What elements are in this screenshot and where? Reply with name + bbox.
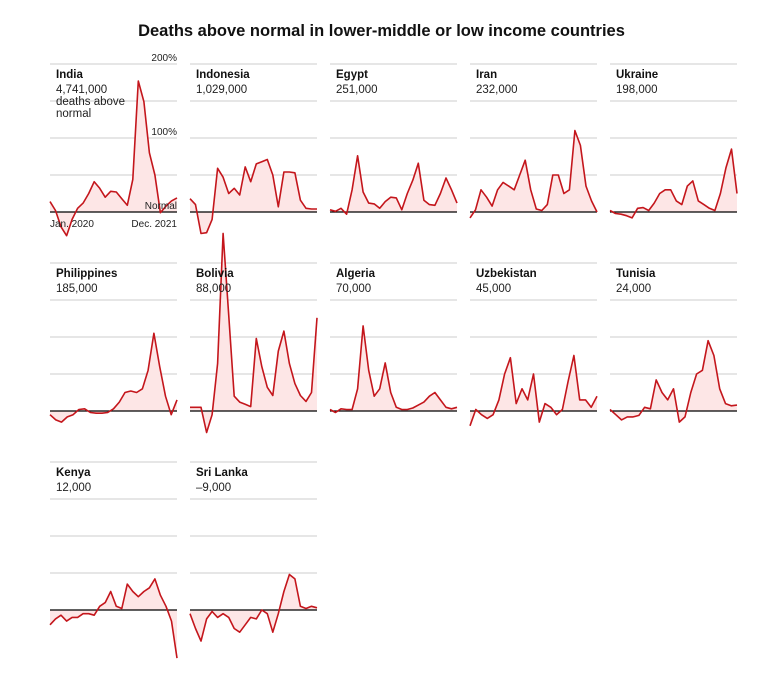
- country-name: Tunisia: [616, 268, 656, 280]
- panel-uzbekistan: Uzbekistan 45,000: [469, 262, 598, 427]
- excess-line: [609, 339, 738, 423]
- country-name: Ukraine: [616, 69, 658, 81]
- excess-deaths-value: 70,000: [336, 283, 371, 295]
- excess-deaths-value: 232,000: [476, 84, 518, 96]
- excess-line: [49, 332, 178, 423]
- country-name: Sri Lanka: [196, 467, 248, 479]
- excess-area: [610, 340, 737, 423]
- excess-line: [49, 80, 178, 237]
- excess-area: [470, 130, 597, 218]
- excess-line: [190, 232, 318, 434]
- excess-deaths-value: 12,000: [56, 482, 91, 494]
- excess-area: [190, 159, 317, 234]
- excess-deaths-value: 251,000: [336, 84, 378, 96]
- excess-deaths-value: 24,000: [616, 283, 651, 295]
- excess-line: [469, 129, 598, 219]
- excess-deaths-value: 88,000: [196, 283, 231, 295]
- country-name: Philippines: [56, 268, 117, 280]
- excess-deaths-value: 1,029,000: [196, 84, 247, 96]
- normal-label: Normal: [145, 201, 177, 212]
- excess-deaths-value: 185,000: [56, 283, 98, 295]
- excess-deaths-value: 4,741,000: [56, 84, 107, 96]
- excess-area: [470, 355, 597, 426]
- excess-line: [469, 354, 598, 427]
- y-tick-label: 200%: [151, 53, 177, 64]
- country-name: Bolivia: [196, 268, 234, 280]
- excess-line: [329, 325, 458, 414]
- excess-line: [609, 148, 738, 219]
- excess-line: [329, 155, 458, 215]
- panel-indonesia: Indonesia 1,029,000: [189, 63, 317, 235]
- country-name: Indonesia: [196, 69, 250, 81]
- chart-title: Deaths above normal in lower-middle or l…: [138, 22, 625, 40]
- panel-bolivia: Bolivia 88,000: [190, 232, 318, 434]
- panel-sri-lanka: Sri Lanka –9,000: [189, 461, 318, 642]
- subtitle-line: normal: [56, 108, 91, 120]
- excess-area: [50, 333, 177, 423]
- country-name: Kenya: [56, 467, 91, 479]
- x-end-label: Dec. 2021: [131, 219, 177, 230]
- excess-deaths-value: –9,000: [196, 482, 231, 494]
- excess-deaths-value: 45,000: [476, 283, 511, 295]
- excess-area: [610, 149, 737, 218]
- country-name: India: [56, 69, 83, 81]
- country-name: Algeria: [336, 268, 376, 280]
- panel-algeria: Algeria 70,000: [329, 262, 458, 414]
- country-name: Iran: [476, 69, 497, 81]
- panel-egypt: Egypt 251,000: [329, 63, 458, 215]
- country-name: Egypt: [336, 69, 368, 81]
- excess-line: [189, 573, 318, 642]
- panel-kenya: Kenya 12,000: [49, 461, 178, 659]
- panel-tunisia: Tunisia 24,000: [609, 262, 738, 423]
- excess-area: [330, 155, 457, 215]
- panel-ukraine: Ukraine 198,000: [609, 63, 738, 219]
- panel-philippines: Philippines 185,000: [49, 262, 178, 423]
- excess-line: [189, 158, 317, 235]
- y-tick-label: 100%: [151, 127, 177, 138]
- panel-iran: Iran 232,000: [469, 63, 598, 219]
- country-name: Uzbekistan: [476, 268, 537, 280]
- x-start-label: Jan. 2020: [50, 219, 94, 230]
- subtitle-line: deaths above: [56, 96, 125, 108]
- excess-area: [50, 578, 177, 659]
- excess-area: [190, 574, 317, 642]
- excess-deaths-value: 198,000: [616, 84, 658, 96]
- excess-line: [49, 578, 178, 659]
